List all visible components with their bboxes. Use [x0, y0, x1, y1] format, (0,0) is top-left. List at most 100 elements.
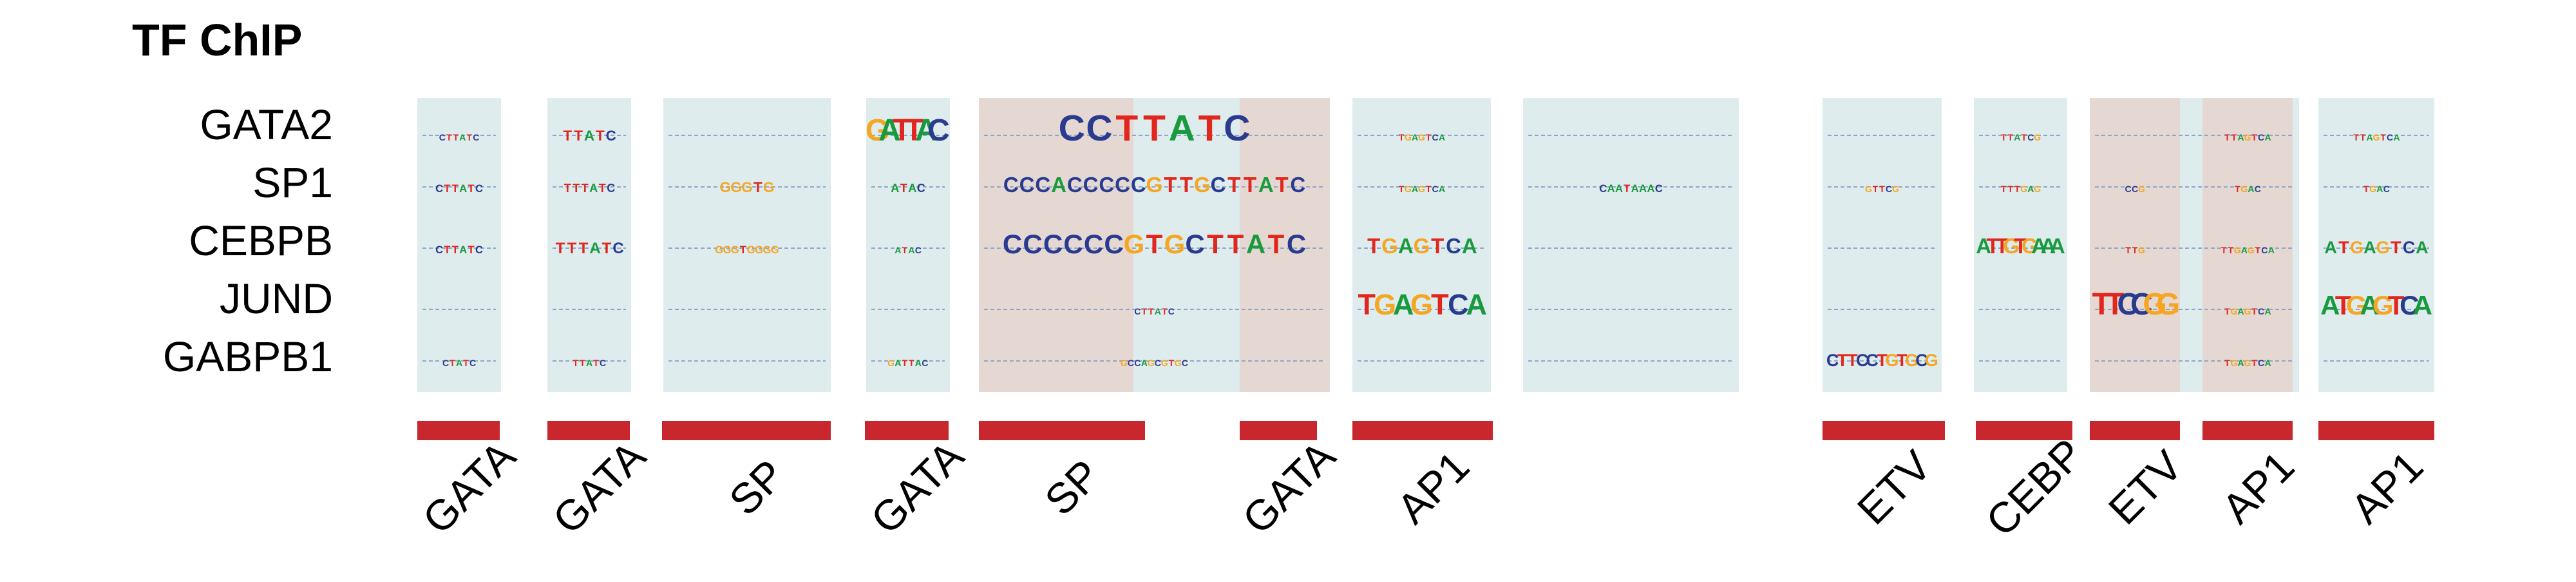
logo-letter: T	[1399, 184, 1405, 194]
sequence-panel	[417, 98, 501, 392]
logo-letter: C	[1043, 229, 1063, 259]
logo-letter: C	[1134, 358, 1141, 368]
motif-family-label: AP1	[1388, 442, 1479, 533]
logo-letter: G	[1146, 173, 1163, 197]
logo-letter: C	[2258, 358, 2264, 368]
logo-letter: T	[466, 132, 472, 142]
logo-letter: C	[1168, 306, 1175, 316]
logo-letter: T	[593, 358, 599, 368]
logo-letter: T	[1431, 234, 1444, 258]
logo-letter: C	[2255, 184, 2261, 194]
logo-letter: A	[1246, 229, 1265, 259]
sequence-panel	[866, 98, 950, 392]
logo-letter: T	[2363, 184, 2369, 194]
highlight-region	[2090, 98, 2180, 392]
logo-letter: C	[435, 183, 443, 195]
logo-letter: C	[2403, 238, 2416, 257]
logo-letter: A	[1439, 184, 1445, 194]
logo-letter: G	[2231, 358, 2238, 368]
logo-letter: C	[1856, 351, 1869, 370]
logo-letter: A	[1393, 288, 1414, 321]
logo-letter: C	[2383, 184, 2390, 194]
motif-bar	[417, 421, 500, 440]
logo-letter: A	[1631, 183, 1639, 195]
logo-letter: A	[2413, 290, 2432, 320]
logo-letter: T	[579, 240, 589, 257]
logo-letter: G	[1374, 288, 1396, 321]
logo-letter: G	[2244, 132, 2251, 142]
logo-letter: T	[900, 182, 907, 195]
logo-letter: T	[602, 240, 612, 257]
logo-letter: T	[753, 179, 762, 195]
logo-letter: T	[2105, 287, 2124, 322]
bar-layer	[417, 421, 2434, 440]
sequence-panel	[547, 98, 631, 392]
logo-letter: T	[1115, 108, 1138, 149]
logo-letter: G	[719, 179, 731, 195]
logo-letter: T	[2221, 245, 2227, 255]
logo-letter: C	[1287, 229, 1306, 259]
family-label-layer: GATA GATA SP GATA SP GATA AP1 ETV CEBP ETV AP1 AP1	[413, 429, 2432, 545]
logo-letter: G	[2244, 358, 2251, 368]
logo-letter: C	[1104, 229, 1123, 259]
logo-letter: T	[1164, 173, 1177, 197]
logo-letter: T	[1399, 132, 1405, 142]
logo-letter: A	[895, 358, 901, 368]
logo-letter: A	[1607, 183, 1615, 195]
logo-letter: G	[763, 244, 772, 256]
logo-letter: A	[584, 128, 594, 144]
logo-letter: T	[2228, 245, 2233, 255]
logo-letter: G	[2034, 132, 2041, 142]
logo-letter: G	[1124, 229, 1145, 259]
sequence-panel	[2318, 98, 2434, 392]
logo-letter: C	[1063, 229, 1083, 259]
logo-letter: T	[1268, 229, 1285, 259]
logo-letter: T	[893, 113, 911, 148]
motif-family-label: GATA	[862, 432, 972, 543]
logo-letter: C	[1099, 173, 1114, 197]
logo-letter: A	[2264, 358, 2271, 368]
logo-letter: G	[2373, 132, 2380, 142]
logo-letter: C	[1128, 358, 1134, 368]
logo-letter: T	[463, 358, 469, 368]
motif-family-label: SP	[1036, 451, 1110, 525]
logo-letter: T	[564, 182, 571, 195]
logo-letter: A	[586, 358, 592, 368]
logo-letter: A	[2268, 245, 2275, 255]
logo-letter: C	[1023, 229, 1042, 259]
logo-letter: T	[1275, 173, 1288, 197]
logo-letter: G	[747, 244, 755, 256]
logo-letter: A	[891, 182, 899, 195]
logo-letter: T	[1141, 306, 1147, 316]
logo-letter: C	[1448, 288, 1469, 321]
logo-letter: T	[1168, 358, 1174, 368]
logo-letter: T	[2391, 238, 2401, 257]
logo-letter: T	[2014, 234, 2027, 258]
logo-letter: A	[2237, 132, 2244, 142]
logo-letter: T	[1426, 132, 1432, 142]
logo-letter: A	[1412, 184, 1418, 194]
sequence-panel	[663, 98, 831, 392]
logo-letter: G	[866, 113, 889, 148]
motif-bar	[1240, 421, 1317, 440]
logo-letter: A	[459, 183, 467, 195]
logo-letter: A	[2264, 306, 2271, 316]
logo-letter: G	[2369, 184, 2376, 194]
logo-letter: T	[2251, 358, 2257, 368]
logo-letter: T	[2014, 184, 2020, 194]
logo-letter: C	[1432, 184, 1438, 194]
sequence-panel	[1523, 98, 1739, 392]
logo-letter: A	[2393, 132, 2400, 142]
logo-letter: G	[1194, 173, 1211, 197]
logo-letter: C	[1211, 173, 1226, 197]
logo-letter: T	[2125, 245, 2131, 255]
tf-label-sp1: SP1	[252, 159, 333, 206]
logo-letter: T	[1624, 183, 1630, 195]
logo-letter: G	[1405, 184, 1412, 194]
logo-letter: T	[1244, 173, 1256, 197]
logo-letter: T	[2338, 238, 2349, 257]
